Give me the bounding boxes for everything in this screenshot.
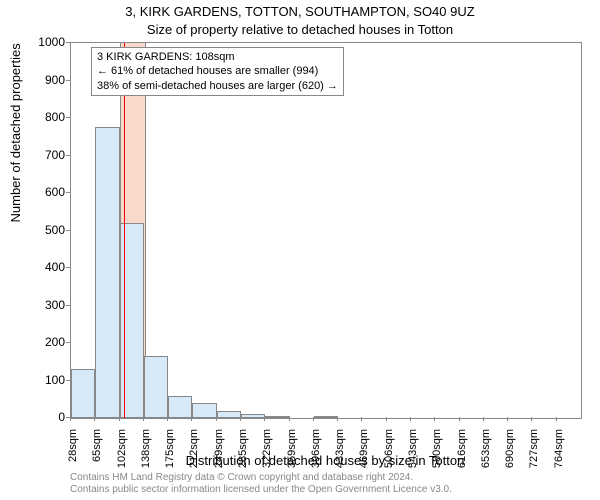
histogram-bar — [241, 414, 265, 418]
y-tick-label: 0 — [25, 410, 65, 424]
y-tick-mark — [66, 155, 70, 156]
y-tick-mark — [66, 380, 70, 381]
footnote-line2: Contains public sector information licen… — [70, 484, 452, 496]
y-tick-mark — [66, 80, 70, 81]
x-tick-mark — [483, 417, 484, 421]
y-axis-label: Number of detached properties — [8, 43, 23, 222]
chart-subtitle: Size of property relative to detached ho… — [0, 22, 600, 37]
y-tick-mark — [66, 267, 70, 268]
x-tick-mark — [191, 417, 192, 421]
histogram-bar — [144, 356, 168, 418]
y-tick-label: 500 — [25, 223, 65, 237]
x-tick-mark — [216, 417, 217, 421]
annotation-line: 3 KIRK GARDENS: 108sqm — [97, 50, 338, 64]
y-tick-mark — [66, 117, 70, 118]
y-tick-label: 900 — [25, 73, 65, 87]
y-tick-label: 600 — [25, 185, 65, 199]
x-tick-mark — [459, 417, 460, 421]
y-tick-label: 200 — [25, 335, 65, 349]
x-tick-mark — [507, 417, 508, 421]
x-tick-mark — [167, 417, 168, 421]
x-tick-mark — [531, 417, 532, 421]
histogram-bar — [168, 396, 192, 419]
y-tick-label: 400 — [25, 260, 65, 274]
x-tick-mark — [70, 417, 71, 421]
property-size-vline — [124, 43, 125, 418]
annotation-box: 3 KIRK GARDENS: 108sqm← 61% of detached … — [91, 47, 344, 96]
x-tick-mark — [240, 417, 241, 421]
y-tick-mark — [66, 305, 70, 306]
x-tick-mark — [361, 417, 362, 421]
y-tick-label: 300 — [25, 298, 65, 312]
histogram-bar — [71, 369, 95, 418]
x-tick-mark — [386, 417, 387, 421]
footnote: Contains HM Land Registry data © Crown c… — [70, 472, 452, 496]
histogram-bar — [192, 403, 216, 418]
histogram-bar — [217, 411, 241, 419]
chart-container: 3, KIRK GARDENS, TOTTON, SOUTHAMPTON, SO… — [0, 0, 600, 500]
x-tick-mark — [119, 417, 120, 421]
y-tick-label: 100 — [25, 373, 65, 387]
histogram-bar — [265, 416, 289, 418]
histogram-bar — [95, 127, 119, 418]
y-tick-mark — [66, 192, 70, 193]
y-tick-label: 1000 — [25, 35, 65, 49]
y-tick-mark — [66, 230, 70, 231]
y-tick-mark — [66, 342, 70, 343]
annotation-line: ← 61% of detached houses are smaller (99… — [97, 64, 338, 78]
x-tick-mark — [313, 417, 314, 421]
x-tick-mark — [94, 417, 95, 421]
y-tick-mark — [66, 42, 70, 43]
x-tick-mark — [410, 417, 411, 421]
x-tick-mark — [337, 417, 338, 421]
y-tick-label: 700 — [25, 148, 65, 162]
x-tick-mark — [264, 417, 265, 421]
plot-area: 3 KIRK GARDENS: 108sqm← 61% of detached … — [70, 42, 582, 419]
histogram-bar — [314, 416, 338, 418]
chart-title: 3, KIRK GARDENS, TOTTON, SOUTHAMPTON, SO… — [0, 4, 600, 19]
footnote-line1: Contains HM Land Registry data © Crown c… — [70, 472, 452, 484]
x-axis-label: Distribution of detached houses by size … — [70, 453, 580, 468]
y-tick-label: 800 — [25, 110, 65, 124]
x-tick-mark — [434, 417, 435, 421]
x-tick-mark — [143, 417, 144, 421]
x-tick-mark — [556, 417, 557, 421]
x-tick-mark — [289, 417, 290, 421]
annotation-line: 38% of semi-detached houses are larger (… — [97, 79, 338, 93]
